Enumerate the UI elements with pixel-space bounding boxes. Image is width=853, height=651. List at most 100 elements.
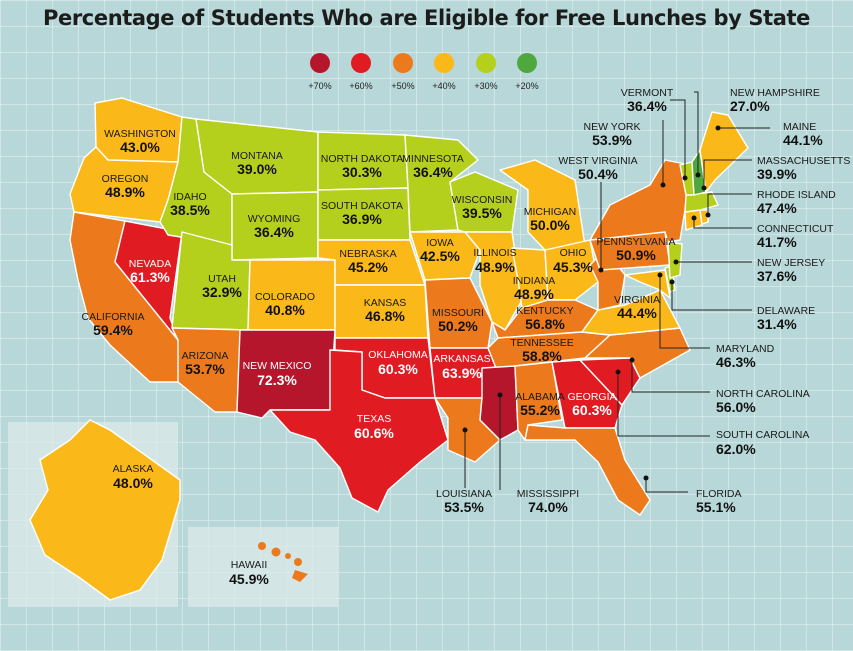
- state-texas: [269, 349, 449, 513]
- label-virginia-name: VIRGINIA: [614, 294, 660, 306]
- legend-swatch-20: [517, 53, 537, 73]
- label-colorado-name: COLORADO: [255, 291, 315, 303]
- legend-label-60: +60%: [349, 81, 373, 91]
- callout-maine-name: MAINE: [783, 121, 816, 133]
- callout-mississippi-value: 74.0%: [528, 499, 568, 515]
- label-wisconsin-name: WISCONSIN: [452, 194, 513, 206]
- label-hawaii-name: HAWAII: [231, 559, 268, 571]
- callout-maryland-value: 46.3%: [716, 354, 756, 370]
- label-arkansas-value: 63.9%: [442, 365, 482, 381]
- label-indiana-name: INDIANA: [513, 275, 556, 287]
- callout-new_york-value: 53.9%: [592, 132, 632, 148]
- callout-new_hampshire-value: 27.0%: [730, 98, 770, 114]
- state-florida: [524, 424, 651, 516]
- label-michigan-name: MICHIGAN: [524, 206, 577, 218]
- label-kentucky-name: KENTUCKY: [516, 305, 573, 317]
- label-kansas-value: 46.8%: [365, 308, 405, 324]
- label-montana-value: 39.0%: [237, 161, 277, 177]
- label-idaho-name: IDAHO: [173, 191, 206, 203]
- callout-west_virginia-value: 50.4%: [578, 166, 618, 182]
- callout-new_hampshire-name: NEW HAMPSHIRE: [730, 87, 820, 99]
- label-idaho-value: 38.5%: [170, 202, 210, 218]
- legend-swatch-50: [393, 53, 413, 73]
- label-new_mexico-value: 72.3%: [257, 372, 297, 388]
- label-pennsylvania-value: 50.9%: [616, 247, 656, 263]
- callout-vermont-value: 36.4%: [627, 98, 667, 114]
- legend-label-40: +40%: [432, 81, 456, 91]
- callout-louisiana-value: 53.5%: [444, 499, 484, 515]
- label-minnesota-value: 36.4%: [413, 164, 453, 180]
- callout-rhode_island-value: 47.4%: [757, 200, 797, 216]
- callout-massachusetts-value: 39.9%: [757, 166, 797, 182]
- callout-west_virginia-name: WEST VIRGINIA: [558, 155, 637, 167]
- label-arizona-value: 53.7%: [185, 361, 225, 377]
- label-south_dakota-name: SOUTH DAKOTA: [321, 200, 403, 212]
- label-virginia-value: 44.4%: [617, 305, 657, 321]
- legend-item-60: +60%: [341, 53, 381, 91]
- label-new_mexico-name: NEW MEXICO: [243, 360, 312, 372]
- label-oregon-name: OREGON: [102, 173, 149, 185]
- state-massachusetts: [684, 191, 719, 213]
- label-missouri-value: 50.2%: [438, 318, 478, 334]
- callout-delaware-name: DELAWARE: [757, 305, 815, 317]
- label-north_dakota-name: NORTH DAKOTA: [321, 153, 403, 165]
- legend-swatch-40: [434, 53, 454, 73]
- state-alaska: [29, 419, 181, 601]
- callout-florida-name: FLORIDA: [696, 488, 742, 500]
- label-utah-name: UTAH: [208, 273, 236, 285]
- callout-south_carolina-value: 62.0%: [716, 441, 756, 457]
- label-washington-name: WASHINGTON: [104, 128, 176, 140]
- label-arkansas-name: ARKANSAS: [433, 353, 490, 365]
- label-missouri-name: MISSOURI: [432, 307, 484, 319]
- label-nevada-name: NEVADA: [129, 258, 171, 270]
- label-pennsylvania-name: PENNSYLVANIA: [597, 236, 676, 248]
- label-kansas-name: KANSAS: [364, 297, 407, 309]
- label-wyoming-name: WYOMING: [248, 213, 301, 225]
- label-hawaii-value: 45.9%: [229, 571, 269, 587]
- map-title: Percentage of Students Who are Eligible …: [43, 6, 810, 30]
- label-ohio-name: OHIO: [560, 247, 587, 259]
- callout-maine-value: 44.1%: [783, 132, 823, 148]
- state-ohio: [544, 239, 599, 301]
- callout-massachusetts-name: MASSACHUSETTS: [757, 155, 850, 167]
- label-arizona-name: ARIZONA: [182, 350, 229, 362]
- legend-item-30: +30%: [466, 53, 506, 91]
- legend-label-20: +20%: [515, 81, 539, 91]
- legend-label-70: +70%: [308, 81, 332, 91]
- callout-south_carolina-name: SOUTH CAROLINA: [716, 429, 809, 441]
- label-south_dakota-value: 36.9%: [342, 211, 382, 227]
- label-minnesota-name: MINNESOTA: [402, 153, 464, 165]
- leader-dots: [462, 125, 721, 481]
- state-maine: [699, 111, 749, 193]
- label-nebraska-value: 45.2%: [348, 259, 388, 275]
- label-georgia-name: GEORGIA: [567, 391, 616, 403]
- legend-swatch-70: [310, 53, 330, 73]
- label-georgia-value: 60.3%: [572, 402, 612, 418]
- label-nevada-value: 61.3%: [130, 269, 170, 285]
- label-oklahoma-value: 60.3%: [378, 361, 418, 377]
- callout-mississippi-name: MISSISSIPPI: [517, 488, 579, 500]
- state-hawaii: [258, 542, 308, 582]
- label-illinois-name: ILLINOIS: [473, 247, 516, 259]
- label-tennessee-name: TENNESSEE: [510, 337, 574, 349]
- callout-florida-value: 55.1%: [696, 499, 736, 515]
- label-michigan-value: 50.0%: [530, 217, 570, 233]
- legend-item-50: +50%: [383, 53, 423, 91]
- label-wisconsin-value: 39.5%: [462, 205, 502, 221]
- callout-delaware-value: 31.4%: [757, 316, 797, 332]
- state-missouri: [424, 277, 493, 349]
- legend-item-40: +40%: [424, 53, 464, 91]
- label-montana-name: MONTANA: [231, 150, 283, 162]
- label-tennessee-value: 58.8%: [522, 348, 562, 364]
- label-california-value: 59.4%: [93, 322, 133, 338]
- label-texas-value: 60.6%: [354, 425, 394, 441]
- legend-item-70: +70%: [300, 53, 340, 91]
- label-iowa-value: 42.5%: [420, 248, 460, 264]
- label-wyoming-value: 36.4%: [254, 224, 294, 240]
- label-indiana-value: 48.9%: [514, 286, 554, 302]
- legend-item-20: +20%: [507, 53, 547, 91]
- legend-label-30: +30%: [474, 81, 498, 91]
- callout-north_carolina-name: NORTH CAROLINA: [716, 388, 810, 400]
- callout-louisiana-name: LOUISIANA: [436, 488, 492, 500]
